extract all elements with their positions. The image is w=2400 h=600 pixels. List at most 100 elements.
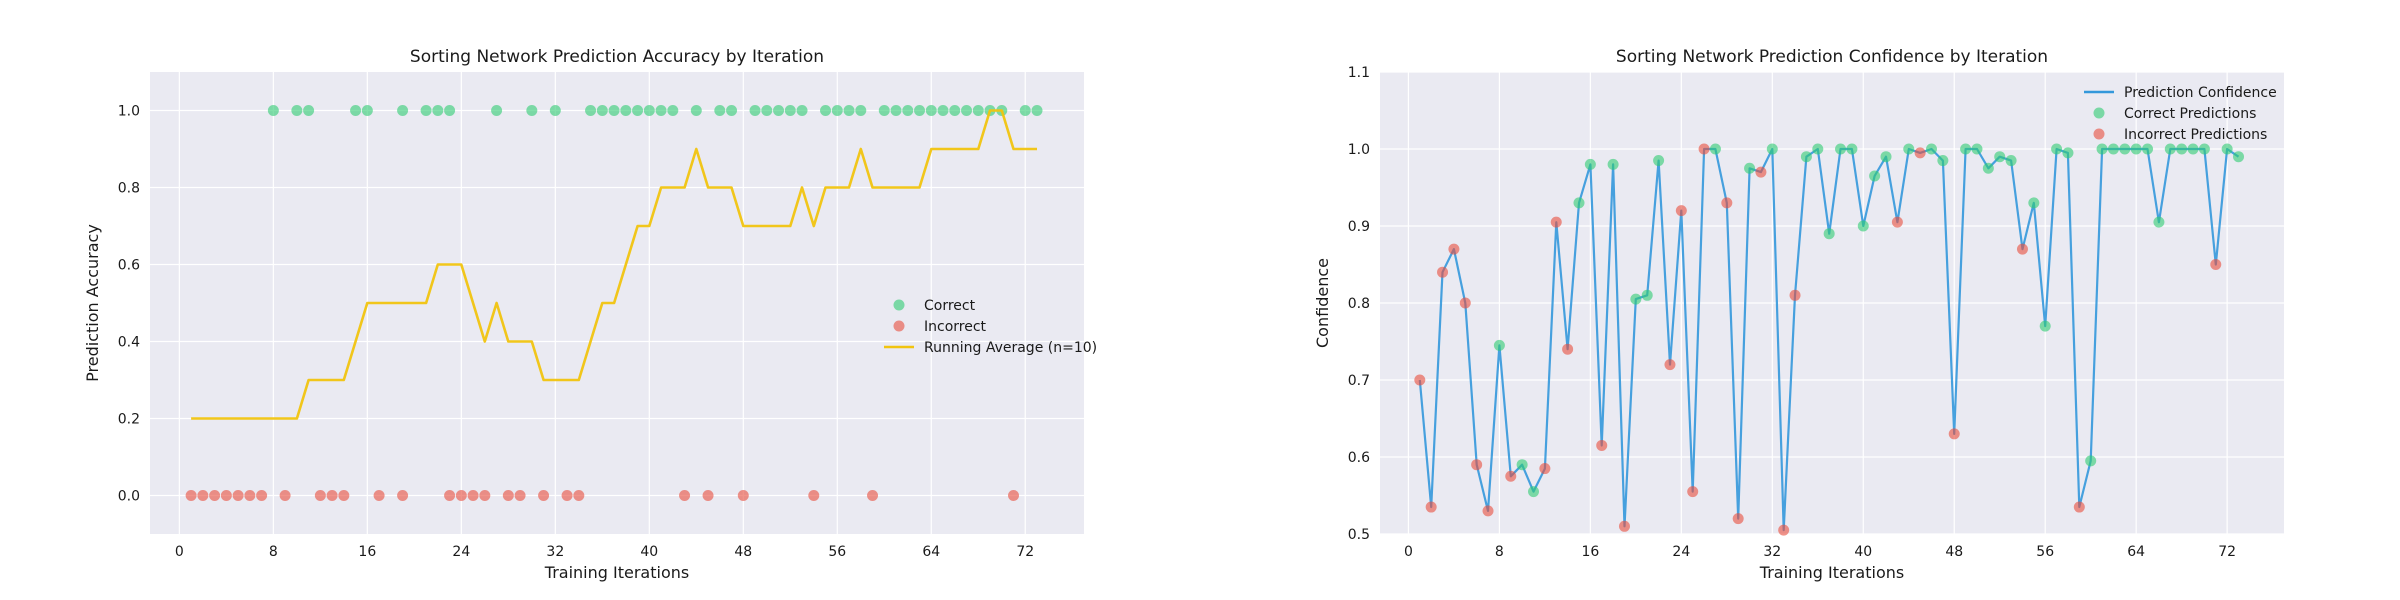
- chart-title: Sorting Network Prediction Accuracy by I…: [410, 47, 824, 67]
- data-point: [1914, 147, 1926, 159]
- data-point: [1425, 501, 1437, 513]
- data-point: [620, 105, 632, 116]
- data-point: [796, 105, 808, 116]
- chart-2: 0 8 16 24 32 40 48 56 64 72 0.5 0.6 0.7 0.8 0.9 1.0 1.1 T…: [1313, 47, 2284, 582]
- data-point: [1732, 513, 1744, 525]
- data-point: [749, 105, 761, 116]
- y-tick-label: 0.7: [1348, 373, 1370, 389]
- data-point: [220, 490, 232, 501]
- data-point: [455, 490, 467, 501]
- data-point: [1812, 143, 1824, 155]
- data-point: [2073, 501, 2085, 513]
- data-point: [1675, 205, 1687, 217]
- data-point: [479, 490, 491, 501]
- y-tick-label: 0.4: [118, 335, 140, 351]
- data-point: [549, 105, 561, 116]
- data-point: [2096, 143, 2108, 155]
- data-point: [2016, 243, 2028, 255]
- x-tick-label: 16: [1581, 544, 1599, 560]
- data-point: [1994, 151, 2006, 163]
- data-point: [1641, 289, 1653, 301]
- series-incorrect-predictions: [1414, 143, 2222, 536]
- series-incorrect: [185, 490, 1020, 501]
- data-point: [1618, 520, 1630, 532]
- data-point: [2051, 143, 2063, 155]
- data-point: [2062, 147, 2074, 159]
- x-tick-label: 56: [2036, 544, 2054, 560]
- data-point: [726, 105, 738, 116]
- data-point: [1744, 162, 1756, 174]
- data-point: [855, 105, 867, 116]
- data-point: [1528, 486, 1540, 498]
- data-point: [1539, 463, 1551, 475]
- data-point: [397, 105, 409, 116]
- x-tick-label: 72: [1016, 544, 1034, 560]
- x-tick-label: 64: [922, 544, 940, 560]
- x-tick-label: 56: [828, 544, 846, 560]
- data-point: [1516, 459, 1528, 471]
- legend-label: Correct: [924, 298, 976, 314]
- data-point: [1505, 470, 1517, 482]
- data-point: [667, 105, 679, 116]
- y-tick-label: 0.8: [118, 181, 140, 197]
- data-point: [209, 490, 221, 501]
- data-point: [1031, 105, 1043, 116]
- data-point: [937, 105, 949, 116]
- data-point: [2198, 143, 2210, 155]
- data-point: [914, 105, 926, 116]
- data-point: [1766, 143, 1778, 155]
- x-tick-label: 24: [452, 544, 470, 560]
- x-tick-label: 48: [1945, 544, 1963, 560]
- data-point: [1630, 293, 1642, 305]
- legend-marker: [2093, 107, 2105, 119]
- data-point: [244, 490, 256, 501]
- data-point: [397, 490, 409, 501]
- data-point: [831, 105, 843, 116]
- data-point: [1971, 143, 1983, 155]
- data-point: [925, 105, 937, 116]
- legend-label: Prediction Confidence: [2124, 85, 2277, 101]
- data-point: [1948, 428, 1960, 440]
- chart-title: Sorting Network Prediction Confidence by…: [1616, 47, 2048, 67]
- data-point: [2221, 143, 2233, 155]
- y-tick-label: 1.0: [118, 104, 140, 120]
- data-point: [256, 490, 268, 501]
- data-point: [1493, 339, 1505, 351]
- data-point: [1721, 197, 1733, 209]
- data-point: [867, 490, 879, 501]
- legend-marker: [2093, 128, 2105, 140]
- x-tick-label: 48: [734, 544, 752, 560]
- data-point: [1835, 143, 1847, 155]
- data-point: [1709, 143, 1721, 155]
- data-point: [632, 105, 644, 116]
- data-point: [2142, 143, 2154, 155]
- data-point: [538, 490, 550, 501]
- data-point: [596, 105, 608, 116]
- y-tick-label: 1.0: [1348, 142, 1370, 158]
- legend: Correct Incorrect Running Average (n=10): [884, 298, 1097, 356]
- data-point: [784, 105, 796, 116]
- data-point: [350, 105, 362, 116]
- data-point: [690, 105, 702, 116]
- data-point: [2187, 143, 2199, 155]
- y-tick-label: 0.2: [118, 412, 140, 428]
- data-point: [1846, 143, 1858, 155]
- data-point: [185, 490, 197, 501]
- y-axis-label: Prediction Accuracy: [83, 224, 102, 382]
- data-point: [2039, 320, 2051, 332]
- chart-1: 0 8 16 24 32 40 48 56 64 72 0.0 0.2 0.4 0.6 0.8 1.0 Trai…: [83, 47, 1097, 582]
- data-point: [467, 490, 479, 501]
- x-tick-label: 40: [1854, 544, 1872, 560]
- y-tick-label: 0.6: [1348, 450, 1370, 466]
- data-point: [961, 105, 973, 116]
- data-point: [232, 490, 244, 501]
- data-point: [432, 105, 444, 116]
- data-point: [514, 490, 526, 501]
- data-point: [1698, 143, 1710, 155]
- data-point: [761, 105, 773, 116]
- data-point: [573, 490, 585, 501]
- data-point: [1653, 155, 1665, 167]
- data-point: [808, 490, 820, 501]
- y-tick-label: 0.9: [1348, 219, 1370, 235]
- data-point: [1471, 459, 1483, 471]
